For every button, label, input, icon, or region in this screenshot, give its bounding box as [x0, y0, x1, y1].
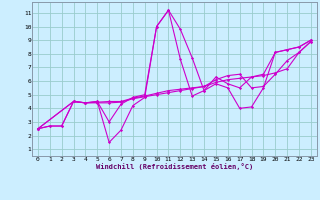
- X-axis label: Windchill (Refroidissement éolien,°C): Windchill (Refroidissement éolien,°C): [96, 163, 253, 170]
